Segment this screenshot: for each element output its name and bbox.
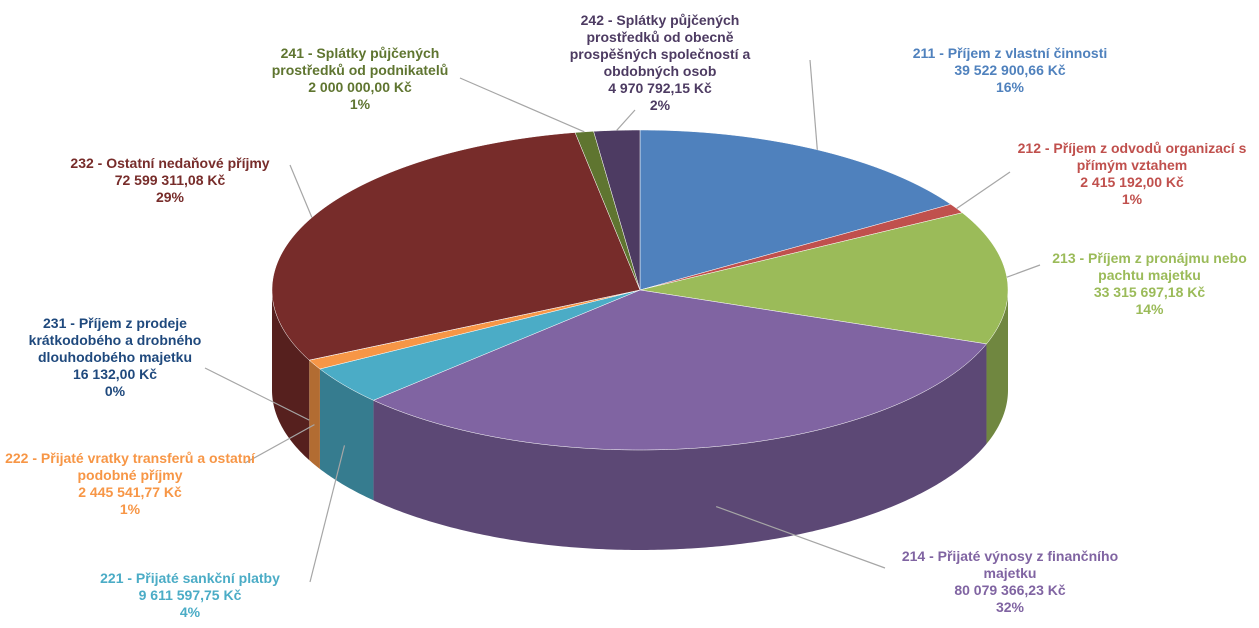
slice-side xyxy=(319,368,374,501)
label-name: 232 - Ostatní nedaňové příjmy xyxy=(70,155,270,171)
data-label: 241 - Splátky půjčených prostředků od po… xyxy=(250,45,470,113)
data-label: 222 - Přijaté vratky transferů a ostatní… xyxy=(0,450,260,518)
slice xyxy=(639,129,952,291)
label-percent: 1% xyxy=(119,501,141,517)
label-percent: 32% xyxy=(995,599,1025,615)
label-value: 72 599 311,08 Kč xyxy=(114,172,226,188)
slice-side xyxy=(986,290,1008,444)
leader-line xyxy=(204,367,310,421)
label-name: 212 - Příjem z odvodů organizací s přímý… xyxy=(1017,140,1247,173)
data-label: 231 - Příjem z prodeje krátkodobého a dr… xyxy=(0,315,230,400)
data-label: 242 - Splátky půjčených prostředků od ob… xyxy=(545,12,775,114)
slice xyxy=(639,212,1009,345)
slice-side xyxy=(373,343,987,550)
slice xyxy=(319,289,641,401)
data-label: 211 - Příjem z vlastní činnosti 39 522 90… xyxy=(880,45,1140,96)
label-percent: 1% xyxy=(349,96,371,112)
slice xyxy=(308,289,641,370)
data-label: 232 - Ostatní nedaňové příjmy 72 599 311,… xyxy=(40,155,300,206)
leader-line xyxy=(956,171,1011,209)
slice-side xyxy=(272,290,310,461)
label-name: 231 - Příjem z prodeje krátkodobého a dr… xyxy=(28,315,202,365)
leader-line xyxy=(715,505,886,569)
label-percent: 0% xyxy=(104,383,126,399)
slice xyxy=(271,132,641,361)
data-label: 213 - Příjem z pronájmu nebo pachtu maje… xyxy=(1040,250,1259,318)
label-value: 80 079 366,23 Kč xyxy=(954,582,1066,598)
data-label: 221 - Přijaté sankční platby 9 611 597,75… xyxy=(70,570,310,621)
label-name: 242 - Splátky půjčených prostředků od ob… xyxy=(569,12,751,79)
label-value: 9 611 597,75 Kč xyxy=(138,587,242,603)
label-percent: 4% xyxy=(179,604,201,620)
slice xyxy=(574,131,641,291)
leader-line xyxy=(244,424,315,464)
label-value: 2 415 192,00 Kč xyxy=(1080,174,1184,190)
label-name: 221 - Přijaté sankční platby xyxy=(100,570,280,586)
leader-line xyxy=(1006,264,1041,278)
label-name: 213 - Příjem z pronájmu nebo pachtu maje… xyxy=(1052,250,1247,283)
label-value: 2 445 541,77 Kč xyxy=(78,484,182,500)
label-value: 2 000 000,00 Kč xyxy=(308,79,412,95)
label-name: 214 - Přijaté výnosy z finančního majetk… xyxy=(901,548,1119,581)
leader-line xyxy=(616,109,636,131)
label-name: 222 - Přijaté vratky transferů a ostatní… xyxy=(5,450,255,483)
slice xyxy=(372,289,987,451)
leader-line xyxy=(809,59,818,150)
label-percent: 16% xyxy=(995,79,1025,95)
label-value: 16 132,00 Kč xyxy=(72,366,158,382)
slice xyxy=(639,204,963,291)
label-percent: 14% xyxy=(1135,301,1164,317)
label-percent: 2% xyxy=(649,97,671,113)
leader-line xyxy=(289,164,313,218)
label-percent: 29% xyxy=(155,189,185,205)
leader-line xyxy=(309,445,346,583)
slice-side xyxy=(309,360,320,469)
slice xyxy=(593,129,641,291)
label-name: 211 - Příjem z vlastní činnosti xyxy=(912,45,1108,61)
data-label: 214 - Přijaté výnosy z finančního majetk… xyxy=(880,548,1140,616)
label-name: 241 - Splátky půjčených prostředků od po… xyxy=(271,45,449,78)
data-label: 212 - Příjem z odvodů organizací s přímý… xyxy=(1005,140,1259,208)
label-percent: 1% xyxy=(1121,191,1143,207)
label-value: 4 970 792,15 Kč xyxy=(608,80,712,96)
label-value: 33 315 697,18 Kč xyxy=(1093,284,1206,300)
label-value: 39 522 900,66 Kč xyxy=(954,62,1066,78)
leader-line xyxy=(459,77,585,133)
